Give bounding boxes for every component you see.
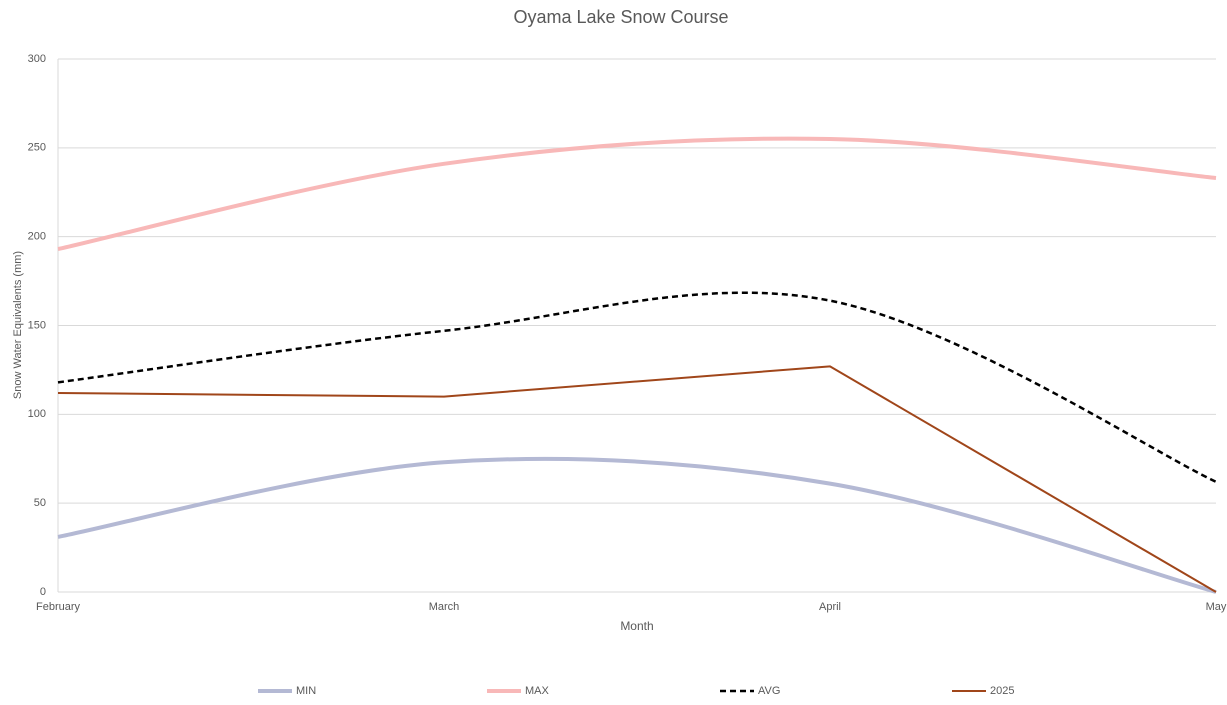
y-tick-label: 150 xyxy=(28,319,46,331)
series-line xyxy=(57,136,1217,252)
y-tick-label: 250 xyxy=(28,142,46,154)
x-tick-label: March xyxy=(429,601,460,613)
legend-label: AVG xyxy=(758,685,780,697)
series-line xyxy=(57,456,1217,594)
y-tick-label: 0 xyxy=(40,586,46,598)
y-tick-label: 200 xyxy=(28,231,46,243)
chart-title: Oyama Lake Snow Course xyxy=(513,7,728,27)
y-tick-label: 300 xyxy=(28,53,46,65)
x-axis-label: Month xyxy=(620,619,653,633)
legend-label: MIN xyxy=(296,685,316,697)
legend-label: MAX xyxy=(525,685,550,697)
y-tick-label: 50 xyxy=(34,497,46,509)
x-tick-label: April xyxy=(819,601,841,613)
series-line xyxy=(57,365,1217,593)
legend-label: 2025 xyxy=(990,685,1014,697)
y-axis-label: Snow Water Equivalents (mm) xyxy=(12,251,24,399)
x-tick-label: February xyxy=(36,601,81,613)
x-tick-label: May xyxy=(1206,601,1227,613)
y-tick-label: 100 xyxy=(28,408,46,420)
series-line xyxy=(57,291,1217,483)
